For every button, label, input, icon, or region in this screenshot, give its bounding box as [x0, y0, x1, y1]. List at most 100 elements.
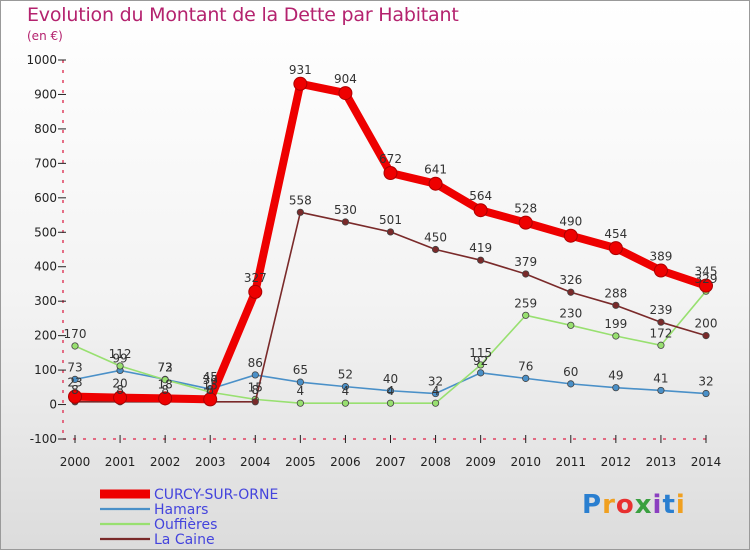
data-point	[702, 332, 710, 340]
unit-label: (en €)	[27, 29, 63, 43]
data-label: 326	[559, 273, 582, 287]
data-point	[68, 389, 82, 404]
y-tick-label: 1000	[26, 53, 57, 67]
data-label: 99	[112, 351, 127, 365]
y-tick-label: 200	[34, 329, 57, 343]
data-label: 4	[297, 384, 305, 398]
x-tick-label: 2005	[285, 455, 316, 469]
x-tick-label: 2013	[646, 455, 677, 469]
data-point	[383, 166, 398, 181]
data-label: 530	[334, 203, 357, 217]
x-tick-label: 2012	[601, 455, 632, 469]
data-label: 65	[293, 363, 308, 377]
data-point	[477, 256, 485, 264]
data-label: 86	[248, 356, 263, 370]
data-label: 672	[379, 152, 402, 166]
legend-label: CURCY-SUR-ORNE	[154, 487, 278, 503]
data-point	[161, 376, 169, 384]
data-point	[567, 321, 575, 329]
data-point	[699, 278, 713, 293]
data-label: 112	[109, 347, 132, 361]
data-point	[296, 399, 304, 407]
data-label: 4	[342, 384, 350, 398]
chart-title: Evolution du Montant de la Dette par Hab…	[27, 4, 459, 26]
data-label: 23	[67, 376, 82, 390]
data-point	[431, 245, 440, 254]
data-label: 4	[432, 384, 440, 398]
data-point	[657, 341, 665, 349]
data-point	[473, 203, 488, 218]
x-tick-label: 2010	[510, 455, 541, 469]
x-tick-label: 2008	[420, 455, 451, 469]
data-point	[113, 390, 128, 405]
data-label: 45	[203, 370, 218, 384]
y-tick-label: 300	[34, 294, 57, 308]
legend-label: Ouffières	[154, 517, 217, 533]
data-label: 288	[604, 286, 627, 300]
data-label: 199	[604, 317, 627, 331]
data-point	[612, 384, 620, 392]
data-point	[522, 374, 530, 382]
data-point	[158, 391, 173, 406]
data-label: 76	[518, 359, 533, 373]
data-label: 564	[469, 189, 492, 203]
data-label: 904	[334, 72, 357, 86]
data-point	[522, 311, 530, 319]
data-point	[522, 270, 530, 278]
y-tick-label: 900	[34, 87, 57, 101]
data-label: 200	[695, 317, 718, 331]
data-point	[386, 399, 395, 407]
data-label: 20	[112, 377, 127, 391]
data-label: 15	[203, 378, 218, 392]
data-label: 18	[158, 377, 173, 391]
data-label: 8	[206, 383, 214, 397]
data-label: 419	[469, 241, 492, 255]
data-label: 40	[383, 372, 398, 386]
data-label: 8	[251, 383, 259, 397]
data-point	[386, 387, 395, 395]
data-label: 8	[116, 383, 124, 397]
data-label: 8	[71, 383, 79, 397]
data-label: 345	[695, 265, 718, 279]
data-point	[431, 399, 440, 407]
data-label: 450	[424, 231, 447, 245]
data-point	[477, 361, 485, 369]
data-label: 72	[158, 361, 173, 375]
data-label: 36	[203, 373, 218, 387]
data-label: 32	[698, 375, 713, 389]
data-point	[341, 383, 350, 391]
x-tick-label: 2007	[375, 455, 406, 469]
data-point	[563, 228, 578, 243]
data-point	[341, 218, 350, 226]
data-label: 389	[649, 250, 672, 264]
x-tick-label: 2014	[691, 455, 722, 469]
data-point	[338, 86, 353, 101]
data-point	[567, 288, 575, 296]
data-label: 92	[473, 354, 488, 368]
data-label: 558	[289, 193, 312, 207]
data-point	[293, 76, 308, 91]
data-point	[428, 176, 443, 191]
data-label: 52	[338, 368, 353, 382]
data-label: 170	[64, 327, 87, 341]
data-point	[116, 362, 124, 370]
data-label: 73	[158, 360, 173, 374]
x-tick-label: 2004	[240, 455, 271, 469]
data-label: 327	[244, 271, 267, 285]
x-tick-label: 2001	[105, 455, 136, 469]
data-label: 41	[653, 371, 668, 385]
data-point	[251, 398, 259, 406]
data-point	[203, 392, 218, 407]
data-label: 528	[514, 202, 537, 216]
series-line-0	[74, 79, 708, 404]
data-label: 259	[514, 296, 537, 310]
data-label: 49	[608, 369, 623, 383]
data-point	[702, 389, 710, 398]
data-point	[477, 369, 485, 377]
data-point	[71, 375, 79, 383]
y-tick-label: 500	[34, 225, 57, 239]
x-tick-label: 2002	[150, 455, 181, 469]
data-point	[612, 332, 620, 340]
